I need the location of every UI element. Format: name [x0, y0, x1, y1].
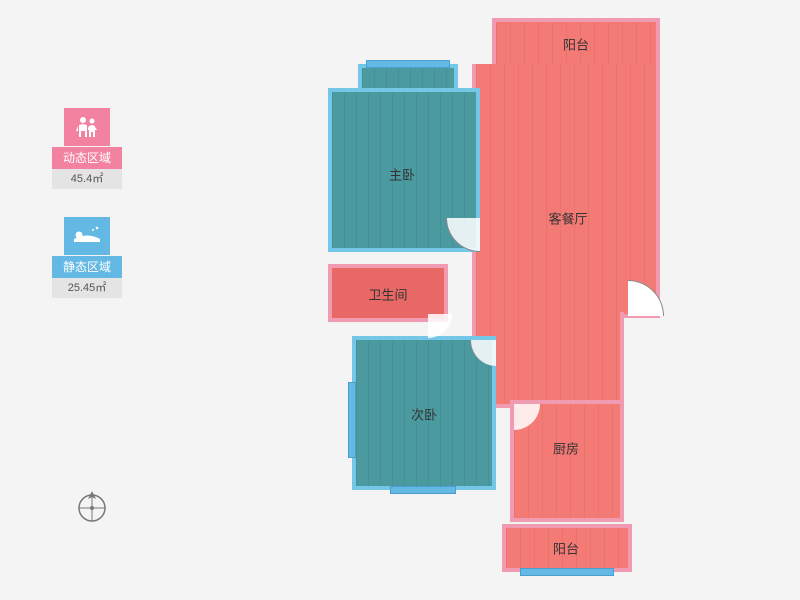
- compass-icon: [74, 488, 110, 529]
- legend-dynamic-label: 动态区域: [52, 147, 122, 169]
- window-second-bottom: [390, 486, 456, 494]
- window-balcony-bottom: [520, 568, 614, 576]
- legend-static-label: 静态区域: [52, 256, 122, 278]
- legend-dynamic-value: 45.4㎡: [52, 169, 122, 189]
- people-icon: [64, 108, 110, 146]
- floorplan: 阳台 客餐厅 主卧 卫生间 次卧 厨房 阳台: [300, 18, 700, 578]
- door-bath: [428, 314, 452, 338]
- room-balcony-bottom: [502, 524, 632, 572]
- legend-panel: 动态区域 45.4㎡ 静态区域 25.45㎡: [52, 108, 122, 326]
- room-balcony-top: [492, 18, 660, 70]
- legend-static-value: 25.45㎡: [52, 278, 122, 298]
- sleep-icon: [64, 217, 110, 255]
- legend-dynamic: 动态区域 45.4㎡: [52, 108, 122, 189]
- legend-static: 静态区域 25.45㎡: [52, 217, 122, 298]
- window-second-left: [348, 382, 356, 458]
- window-master-top: [366, 60, 450, 68]
- room-second-bedroom: [352, 336, 496, 490]
